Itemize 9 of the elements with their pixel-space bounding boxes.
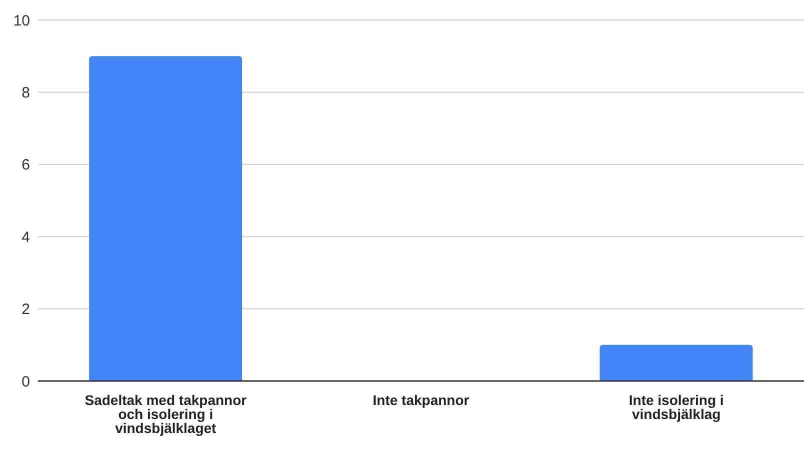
y-tick-label: 8: [22, 84, 30, 102]
y-tick-label: 6: [22, 156, 30, 174]
y-tick-label: 0: [22, 373, 30, 390]
y-tick-label: 2: [22, 301, 30, 318]
x-tick-label: Sadeltak med takpannor och isolering i vindsbjälklaget: [84, 392, 248, 436]
x-tick-label: Inte takpannor: [372, 392, 470, 408]
x-tick-label: Inte isolering i vindsbjälklag: [628, 392, 724, 422]
y-tick-label: 10: [13, 12, 30, 30]
y-tick-label: 4: [22, 228, 30, 246]
